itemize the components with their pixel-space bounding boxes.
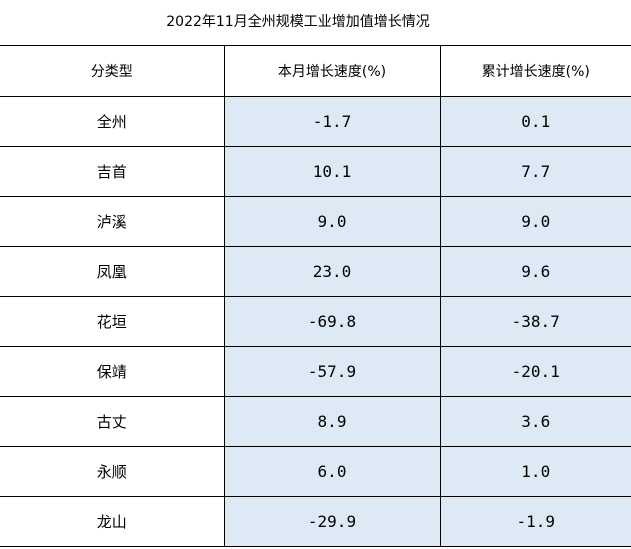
region-cell: 凤凰 [0,246,225,297]
table-row: 花垣 -69.8 -38.7 [0,296,631,347]
monthly-growth-cell: 9.0 [223,196,441,247]
monthly-growth-cell: 23.0 [223,246,441,297]
cumulative-growth-cell: 9.0 [439,196,631,247]
monthly-growth-cell: -57.9 [223,346,441,397]
monthly-growth-cell: -1.7 [223,96,441,147]
monthly-growth-cell: -69.8 [223,296,441,347]
growth-table: 分类型 本月增长速度(%) 累计增长速度(%) 全州 -1.7 0.1 吉首 1… [0,45,631,547]
page-title: 2022年11月全州规模工业增加值增长情况 [166,14,430,30]
monthly-growth-cell: 8.9 [223,396,441,447]
column-header-monthly-growth: 本月增长速度(%) [223,45,441,97]
cumulative-growth-cell: 7.7 [439,146,631,197]
region-cell: 泸溪 [0,196,225,247]
column-header-cumulative-growth: 累计增长速度(%) [439,45,631,97]
monthly-growth-cell: -29.9 [223,496,441,547]
region-cell: 吉首 [0,146,225,197]
region-cell: 永顺 [0,446,225,497]
table-row: 永顺 6.0 1.0 [0,446,631,497]
cumulative-growth-cell: -38.7 [439,296,631,347]
table-row: 龙山 -29.9 -1.9 [0,496,631,547]
monthly-growth-cell: 10.1 [223,146,441,197]
table-row: 吉首 10.1 7.7 [0,146,631,197]
cumulative-growth-cell: 3.6 [439,396,631,447]
cumulative-growth-cell: -20.1 [439,346,631,397]
monthly-growth-cell: 6.0 [223,446,441,497]
table-header-row: 分类型 本月增长速度(%) 累计增长速度(%) [0,45,631,97]
cumulative-growth-cell: -1.9 [439,496,631,547]
region-cell: 花垣 [0,296,225,347]
table-row: 古丈 8.9 3.6 [0,396,631,447]
cumulative-growth-cell: 0.1 [439,96,631,147]
region-cell: 全州 [0,96,225,147]
column-header-category: 分类型 [0,45,225,97]
region-cell: 古丈 [0,396,225,447]
region-cell: 保靖 [0,346,225,397]
region-cell: 龙山 [0,496,225,547]
cumulative-growth-cell: 9.6 [439,246,631,297]
table-row: 凤凰 23.0 9.6 [0,246,631,297]
cumulative-growth-cell: 1.0 [439,446,631,497]
table-row: 泸溪 9.0 9.0 [0,196,631,247]
table-row: 全州 -1.7 0.1 [0,96,631,147]
table-row: 保靖 -57.9 -20.1 [0,346,631,397]
